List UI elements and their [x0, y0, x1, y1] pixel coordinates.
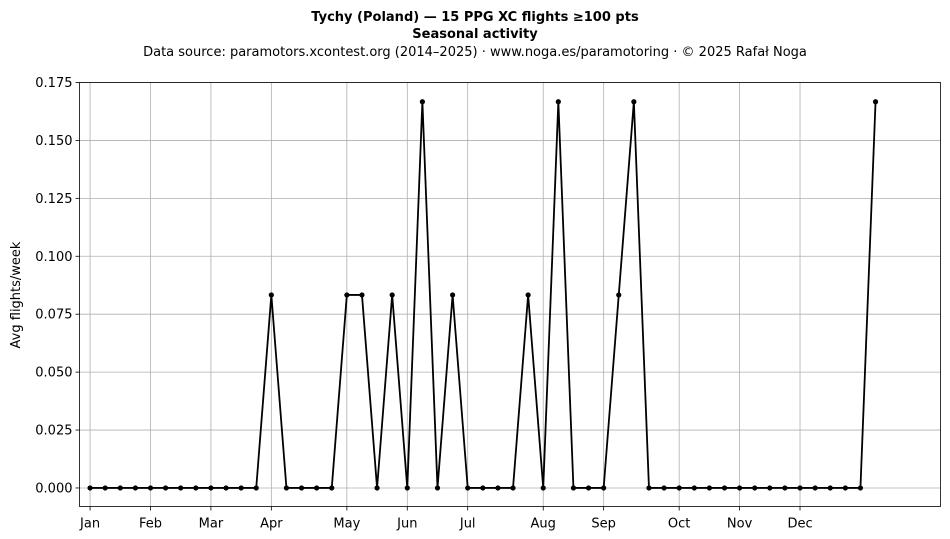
y-tick-label: 0.125: [35, 192, 72, 207]
data-point: [706, 485, 712, 491]
data-point: [344, 292, 350, 298]
data-point: [298, 485, 305, 491]
data-point: [480, 485, 486, 491]
data-point: [314, 485, 320, 491]
data-point: [782, 485, 788, 491]
data-point: [510, 485, 516, 491]
y-tick-label: 0.175: [35, 76, 72, 91]
y-tick-label: 0.150: [35, 134, 72, 149]
data-point: [525, 292, 531, 298]
chart-title: Tychy (Poland) — 15 PPG XC flights ≥100 …: [311, 10, 639, 25]
data-point: [223, 485, 229, 491]
data-point: [721, 485, 728, 491]
data-point: [752, 485, 758, 491]
data-point: [601, 485, 607, 491]
data-point: [767, 485, 773, 491]
x-tick-label-may: May: [333, 517, 360, 532]
data-point: [283, 485, 290, 491]
data-point: [117, 485, 123, 491]
x-tick-label-oct: Oct: [668, 517, 690, 532]
source-note: Data source: paramotors.xcontest.org (20…: [143, 45, 807, 60]
data-point: [253, 485, 259, 491]
data-point: [872, 99, 879, 105]
data-point: [434, 485, 441, 491]
grid: [79, 82, 941, 507]
x-tick-label-jul: Jul: [459, 517, 476, 532]
data-point: [495, 485, 501, 491]
data-point: [389, 292, 395, 298]
data-point: [555, 99, 561, 105]
data-point: [208, 485, 214, 491]
data-point: [178, 485, 184, 491]
data-point: [676, 485, 682, 491]
data-point: [132, 485, 138, 491]
x-tick-label-aug: Aug: [531, 517, 556, 532]
data-point: [163, 485, 169, 491]
data-point: [419, 99, 425, 105]
data-point: [827, 485, 833, 491]
data-point: [842, 485, 848, 491]
x-tick-label-feb: Feb: [139, 517, 162, 532]
data-point: [404, 485, 410, 491]
x-tick-label-nov: Nov: [727, 517, 753, 532]
data-point: [359, 292, 365, 298]
y-axis-ticks: 0.000 0.025 0.050 0.075 0.100 0.125 0.150 0.175: [35, 76, 80, 496]
x-tick-label-mar: Mar: [199, 517, 224, 532]
y-axis-label: Avg flights/week: [9, 241, 24, 348]
data-point: [268, 292, 274, 298]
y-tick-label: 0.025: [35, 424, 72, 439]
data-point: [540, 485, 546, 491]
data-point: [102, 485, 108, 491]
data-point: [450, 292, 456, 298]
data-point: [646, 485, 652, 491]
x-tick-label-dec: Dec: [787, 517, 812, 532]
chart-subtitle: Seasonal activity: [412, 27, 538, 42]
data-point: [737, 485, 743, 491]
x-tick-label-jun: Jun: [396, 517, 417, 532]
data-point: [329, 485, 335, 491]
data-point: [691, 485, 697, 491]
y-tick-label: 0.075: [35, 308, 72, 323]
data-point: [616, 292, 622, 298]
data-point: [797, 485, 803, 491]
x-tick-label-apr: Apr: [260, 517, 283, 532]
x-axis-ticks: Jan Feb Mar Apr May Jun Jul Aug Sep Oct Nov Dec: [79, 506, 813, 532]
y-tick-label: 0.100: [35, 250, 72, 265]
data-point: [661, 485, 667, 491]
data-point: [374, 485, 380, 491]
data-point: [857, 485, 864, 491]
data-point: [812, 485, 818, 491]
x-tick-label-jan: Jan: [79, 517, 100, 532]
data-point: [87, 485, 93, 491]
data-point: [193, 485, 199, 491]
data-point: [238, 485, 244, 491]
data-point: [585, 485, 592, 491]
data-point: [465, 485, 471, 491]
x-tick-label-sep: Sep: [591, 517, 616, 532]
y-tick-label: 0.050: [35, 366, 72, 381]
y-tick-label: 0.000: [35, 481, 72, 496]
series: [87, 99, 879, 491]
data-point: [147, 485, 154, 491]
data-point: [570, 485, 577, 491]
plot-frame: [79, 82, 941, 507]
data-point: [631, 99, 637, 105]
